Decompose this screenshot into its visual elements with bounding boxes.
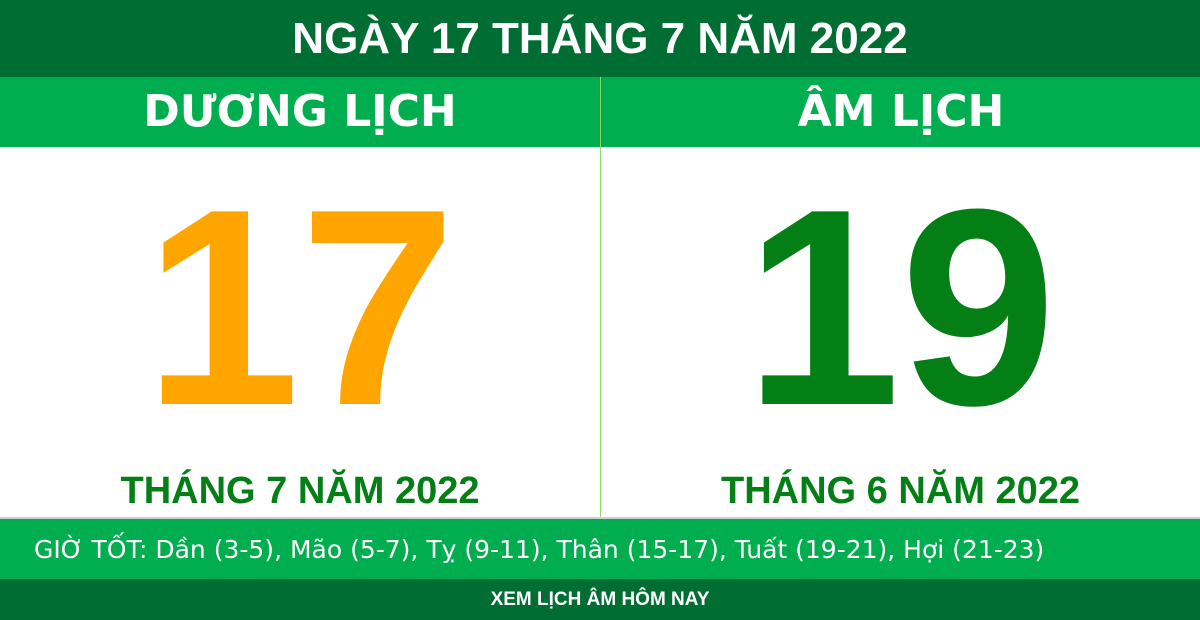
view-today-lunar-link[interactable]: XEM LỊCH ÂM HÔM NAY <box>0 579 1200 620</box>
lunar-calendar-panel: ÂM LỊCH 19 THÁNG 6 NĂM 2022 <box>600 77 1200 517</box>
solar-header: DƯƠNG LỊCH <box>0 77 600 147</box>
solar-day: 17 <box>144 152 456 464</box>
lunar-header: ÂM LỊCH <box>601 77 1200 147</box>
lunar-day: 19 <box>744 152 1057 464</box>
solar-month-year: THÁNG 7 NĂM 2022 <box>120 470 480 512</box>
page-title: NGÀY 17 THÁNG 7 NĂM 2022 <box>0 0 1200 77</box>
solar-calendar-panel: DƯƠNG LỊCH 17 THÁNG 7 NĂM 2022 <box>0 77 600 517</box>
good-hours: GIỜ TỐT: Dần (3-5), Mão (5-7), Tỵ (9-11)… <box>0 517 1200 579</box>
lunar-month-year: THÁNG 6 NĂM 2022 <box>721 470 1080 512</box>
calendar-panels: DƯƠNG LỊCH 17 THÁNG 7 NĂM 2022 ÂM LỊCH 1… <box>0 77 1200 517</box>
